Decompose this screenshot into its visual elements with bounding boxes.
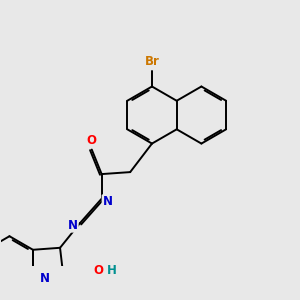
Text: N: N bbox=[103, 195, 112, 208]
Text: N: N bbox=[40, 272, 50, 285]
Text: O: O bbox=[93, 264, 103, 278]
Text: H: H bbox=[107, 264, 117, 278]
Text: O: O bbox=[87, 134, 97, 147]
Text: Br: Br bbox=[145, 56, 159, 68]
Text: N: N bbox=[68, 219, 78, 232]
